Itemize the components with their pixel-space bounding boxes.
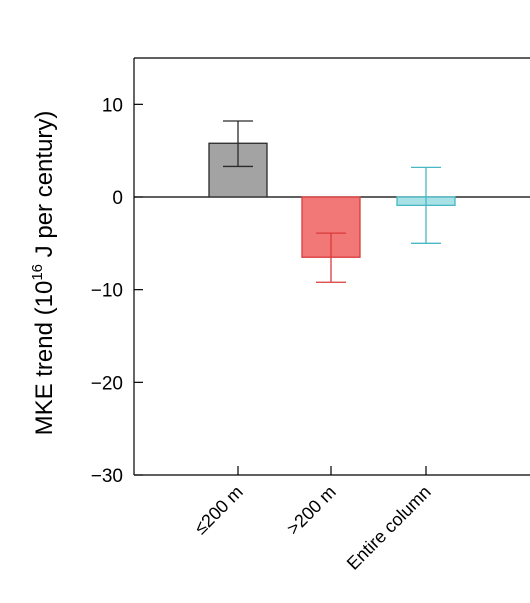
plot-area — [133, 57, 530, 476]
y-tick-label: 0 — [112, 188, 123, 209]
y-tick-label: −30 — [91, 466, 123, 487]
y-axis-title-prefix: MKE trend (10 — [31, 281, 58, 436]
y-axis-title: MKE trend (1016 J per century) — [29, 111, 58, 436]
y-tick-label: −10 — [91, 281, 123, 302]
error-bars — [223, 120, 441, 283]
x-axis: ≤200 m >200 m Entire column — [190, 466, 435, 574]
y-axis: 10 0 −10 −20 −30 — [91, 95, 143, 487]
x-category-label: >200 m — [283, 482, 340, 539]
y-axis-title-superscript: 16 — [29, 264, 46, 281]
y-tick-label: −20 — [91, 373, 123, 394]
x-category-label: Entire column — [343, 482, 435, 574]
error-bar — [223, 120, 253, 168]
error-bar — [411, 166, 441, 244]
y-tick-label: 10 — [102, 95, 123, 116]
y-axis-title-suffix: J per century) — [31, 111, 58, 264]
error-bar — [316, 232, 346, 283]
x-category-label: ≤200 m — [190, 482, 247, 539]
bars — [208, 142, 456, 258]
